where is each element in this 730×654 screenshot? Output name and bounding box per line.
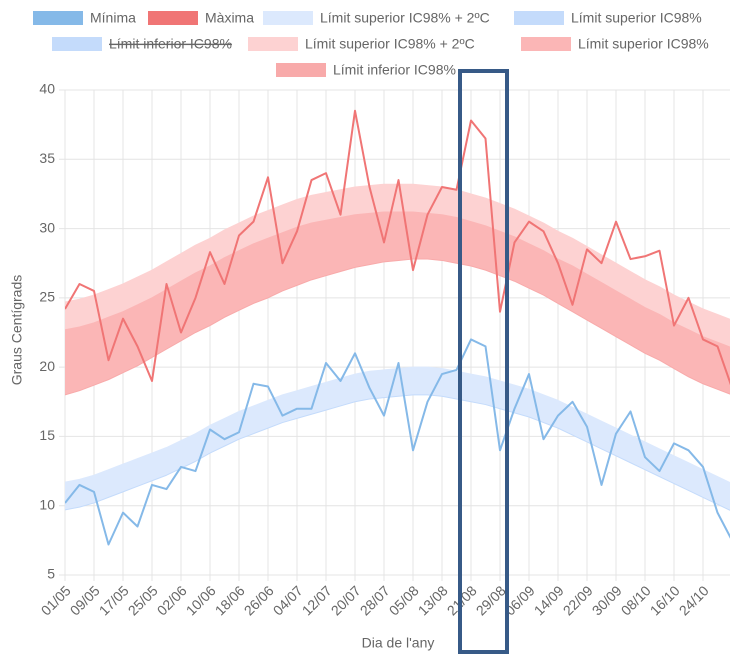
band bbox=[65, 184, 730, 347]
x-tick-label: 14/09 bbox=[531, 582, 567, 618]
y-tick-label: 25 bbox=[39, 289, 55, 305]
legend-label: Límit inferior IC98% bbox=[109, 36, 232, 52]
x-tick-label: 26/06 bbox=[241, 582, 277, 618]
x-tick-label: 29/08 bbox=[473, 582, 509, 618]
x-tick-label: 12/07 bbox=[299, 582, 335, 618]
y-tick-label: 5 bbox=[47, 566, 55, 582]
x-tick-label: 13/08 bbox=[415, 582, 451, 618]
data-line bbox=[65, 109, 730, 386]
y-tick-label: 10 bbox=[39, 496, 55, 512]
y-axis-label: Graus Centígrads bbox=[9, 275, 25, 386]
y-tick-label: 30 bbox=[39, 219, 55, 235]
lines bbox=[65, 109, 730, 546]
legend-label: Límit superior IC98% bbox=[571, 10, 702, 26]
band bbox=[65, 211, 730, 395]
x-tick-label: 05/08 bbox=[386, 582, 422, 618]
legend-swatch bbox=[263, 11, 313, 25]
x-tick-label: 22/09 bbox=[560, 582, 596, 618]
x-tick-label: 10/06 bbox=[183, 582, 219, 618]
legend-swatch bbox=[521, 37, 571, 51]
legend-swatch bbox=[52, 37, 102, 51]
band-edge bbox=[65, 394, 730, 511]
x-tick-label: 02/06 bbox=[154, 582, 190, 618]
y-tick-label: 40 bbox=[39, 81, 55, 97]
legend-label: Límit inferior IC98% bbox=[333, 62, 456, 78]
legend: Mínima Màxima Límit superior IC98% + 2ºC Lí… bbox=[33, 10, 709, 78]
legend-label: Límit superior IC98% bbox=[578, 36, 709, 52]
x-tick-label: 25/05 bbox=[125, 582, 161, 618]
x-axis-label: Dia de l'any bbox=[362, 635, 435, 651]
legend-swatch bbox=[248, 37, 298, 51]
bands bbox=[65, 183, 730, 511]
x-tick-label: 30/09 bbox=[589, 582, 625, 618]
legend-label: Mínima bbox=[90, 10, 136, 26]
legend-swatch bbox=[514, 11, 564, 25]
y-tick-label: 35 bbox=[39, 150, 55, 166]
band bbox=[65, 367, 730, 511]
x-tick-label: 24/10 bbox=[676, 582, 712, 618]
x-tick-label: 09/05 bbox=[67, 582, 103, 618]
x-tick-label: 17/05 bbox=[96, 582, 132, 618]
band-edge bbox=[65, 211, 730, 348]
legend-label: Límit superior IC98% + 2ºC bbox=[320, 10, 490, 26]
x-tick-label: 16/10 bbox=[647, 582, 683, 618]
legend-swatch bbox=[276, 63, 326, 77]
x-tick-label: 28/07 bbox=[357, 582, 393, 618]
legend-swatch bbox=[148, 11, 198, 25]
x-tick-label: 18/06 bbox=[212, 582, 248, 618]
legend-swatch bbox=[33, 11, 83, 25]
y-tick-label: 15 bbox=[39, 427, 55, 443]
x-tick-label: 20/07 bbox=[328, 582, 364, 618]
x-tick-label: 08/10 bbox=[618, 582, 654, 618]
legend-label: Límit superior IC98% + 2ºC bbox=[305, 36, 475, 52]
x-tick-label: 04/07 bbox=[270, 582, 306, 618]
y-tick-label: 20 bbox=[39, 358, 55, 374]
x-tick-label: 01/05 bbox=[38, 582, 74, 618]
highlight-box bbox=[458, 69, 509, 654]
legend-label: Màxima bbox=[205, 10, 254, 26]
band-edge bbox=[65, 258, 730, 396]
data-line bbox=[65, 338, 730, 546]
